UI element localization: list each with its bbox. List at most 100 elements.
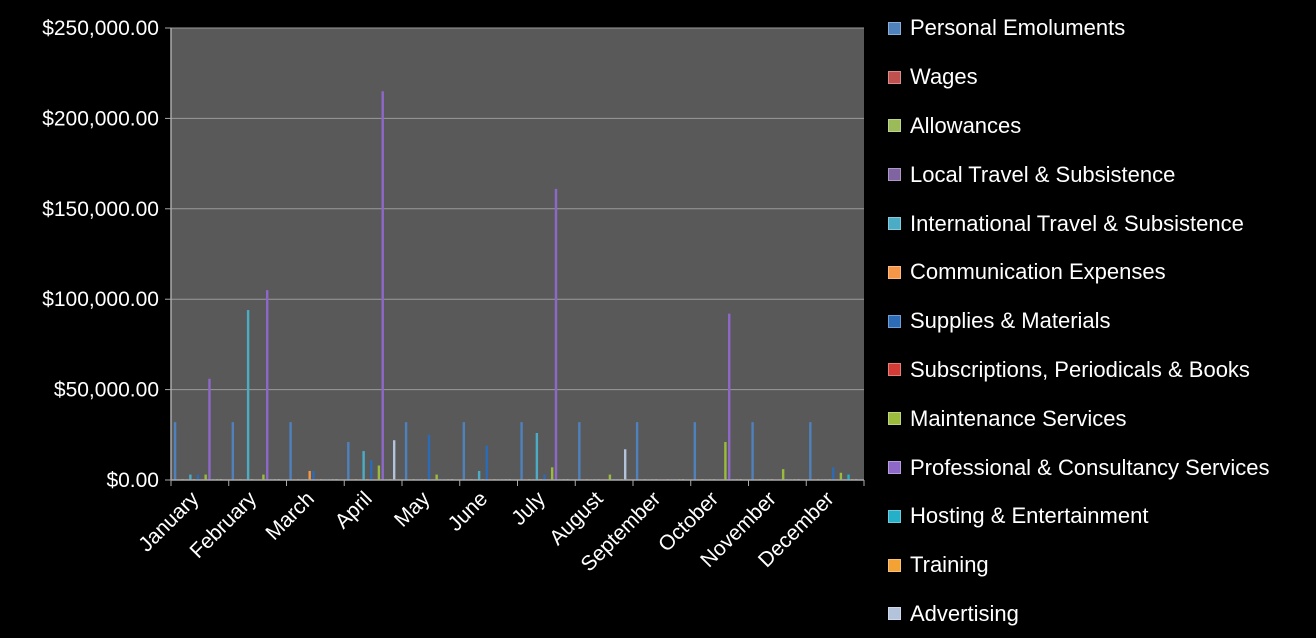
bar — [485, 445, 488, 480]
legend-label: Subscriptions, Periodicals & Books — [910, 356, 1250, 382]
bar — [392, 440, 396, 480]
legend-swatch — [888, 70, 901, 84]
bar — [262, 474, 265, 480]
legend-item: Supplies & Materials — [888, 297, 1308, 346]
legend: Personal Emoluments Wages Allowances Local … — [888, 4, 1308, 638]
bar — [781, 469, 785, 480]
y-tick-label: $50,000.00 — [54, 379, 159, 402]
bar — [246, 310, 250, 480]
x-tick-label: July — [507, 487, 550, 530]
legend-item: Professional & Consultancy Services — [888, 443, 1308, 492]
bar — [370, 460, 373, 480]
bar — [347, 442, 350, 480]
legend-item: Communication Expenses — [888, 248, 1308, 297]
bar — [477, 470, 481, 480]
bar — [520, 422, 523, 480]
legend-item: Training — [888, 541, 1308, 590]
bar — [196, 474, 200, 480]
bar — [724, 442, 727, 480]
legend-item: Maintenance Services — [888, 394, 1308, 443]
y-tick-label: $250,000.00 — [42, 17, 159, 40]
x-tick-label: April — [331, 487, 377, 533]
bar — [266, 290, 269, 480]
legend-label: International Travel & Subsistence — [910, 210, 1244, 236]
bar — [554, 188, 558, 481]
legend-label: Professional & Consultancy Services — [910, 454, 1270, 480]
bar — [693, 422, 697, 480]
x-tick-label: May — [390, 487, 435, 532]
plot-area — [171, 28, 864, 480]
legend-swatch — [888, 363, 901, 377]
bar — [543, 474, 546, 480]
bar — [435, 474, 438, 480]
axes — [165, 27, 865, 486]
bar — [832, 467, 835, 480]
legend-item: Personal Emoluments — [888, 4, 1308, 53]
bar — [173, 422, 177, 480]
bar — [751, 422, 754, 480]
legend-swatch — [888, 509, 901, 523]
legend-item: Allowances — [888, 102, 1308, 151]
bars — [173, 91, 858, 481]
legend-item: Subscriptions, Periodicals & Books — [888, 346, 1308, 395]
legend-swatch — [888, 217, 901, 231]
bar — [728, 313, 731, 480]
legend-swatch — [888, 412, 901, 426]
bar — [635, 422, 639, 480]
y-tick-labels: $0.00 $50,000.00 $100,000.00 $150,000.00 $20… — [42, 17, 159, 492]
bar — [847, 474, 850, 480]
bar — [189, 474, 192, 480]
bar — [289, 422, 292, 480]
bar — [550, 467, 554, 480]
bar — [623, 449, 627, 480]
bar — [578, 422, 581, 480]
y-tick-label: $150,000.00 — [42, 198, 159, 221]
legend-label: Maintenance Services — [910, 405, 1127, 431]
legend-item: Local Travel & Subsistence — [888, 150, 1308, 199]
legend-label: Local Travel & Subsistence — [910, 161, 1176, 187]
y-tick-label: $100,000.00 — [42, 288, 159, 311]
y-tick-label: $200,000.00 — [42, 107, 159, 130]
bar — [535, 432, 539, 480]
legend-swatch — [888, 607, 901, 621]
legend-label: Hosting & Entertainment — [910, 503, 1149, 529]
bar — [839, 472, 843, 480]
legend-swatch — [888, 119, 901, 133]
bar — [231, 422, 235, 480]
gridlines — [171, 27, 864, 391]
bar — [427, 434, 431, 480]
bar — [312, 470, 315, 480]
legend-label: Communication Expenses — [910, 259, 1166, 285]
bar — [381, 91, 384, 480]
bar — [608, 474, 612, 480]
bar — [204, 474, 207, 480]
y-tick-label: $0.00 — [106, 469, 159, 492]
expenditure-bar-chart: $0.00 $50,000.00 $100,000.00 $150,000.00 $20… — [42, 17, 865, 576]
legend-item: Advertising — [888, 590, 1308, 638]
legend-item: Wages — [888, 53, 1308, 102]
legend-label: Advertising — [910, 600, 1019, 626]
x-tick-label: June — [444, 487, 492, 535]
bar — [809, 422, 812, 480]
bar — [308, 470, 311, 480]
bar — [404, 422, 408, 480]
legend-label: Personal Emoluments — [910, 15, 1126, 41]
legend-swatch — [888, 314, 901, 328]
legend-label: Wages — [910, 64, 978, 90]
x-tick-label: March — [261, 487, 319, 545]
legend-item: Hosting & Entertainment — [888, 492, 1308, 541]
legend-swatch — [888, 265, 901, 279]
legend-label: Training — [910, 552, 989, 578]
bar — [208, 378, 211, 480]
bar — [362, 451, 365, 480]
legend-label: Supplies & Materials — [910, 308, 1111, 334]
legend-label: Allowances — [910, 112, 1022, 138]
legend-item: International Travel & Subsistence — [888, 199, 1308, 248]
bar — [462, 422, 466, 480]
legend-swatch — [888, 168, 901, 182]
legend-swatch — [888, 461, 901, 475]
legend-swatch — [888, 21, 901, 35]
legend-swatch — [888, 558, 901, 572]
bar — [377, 465, 381, 480]
